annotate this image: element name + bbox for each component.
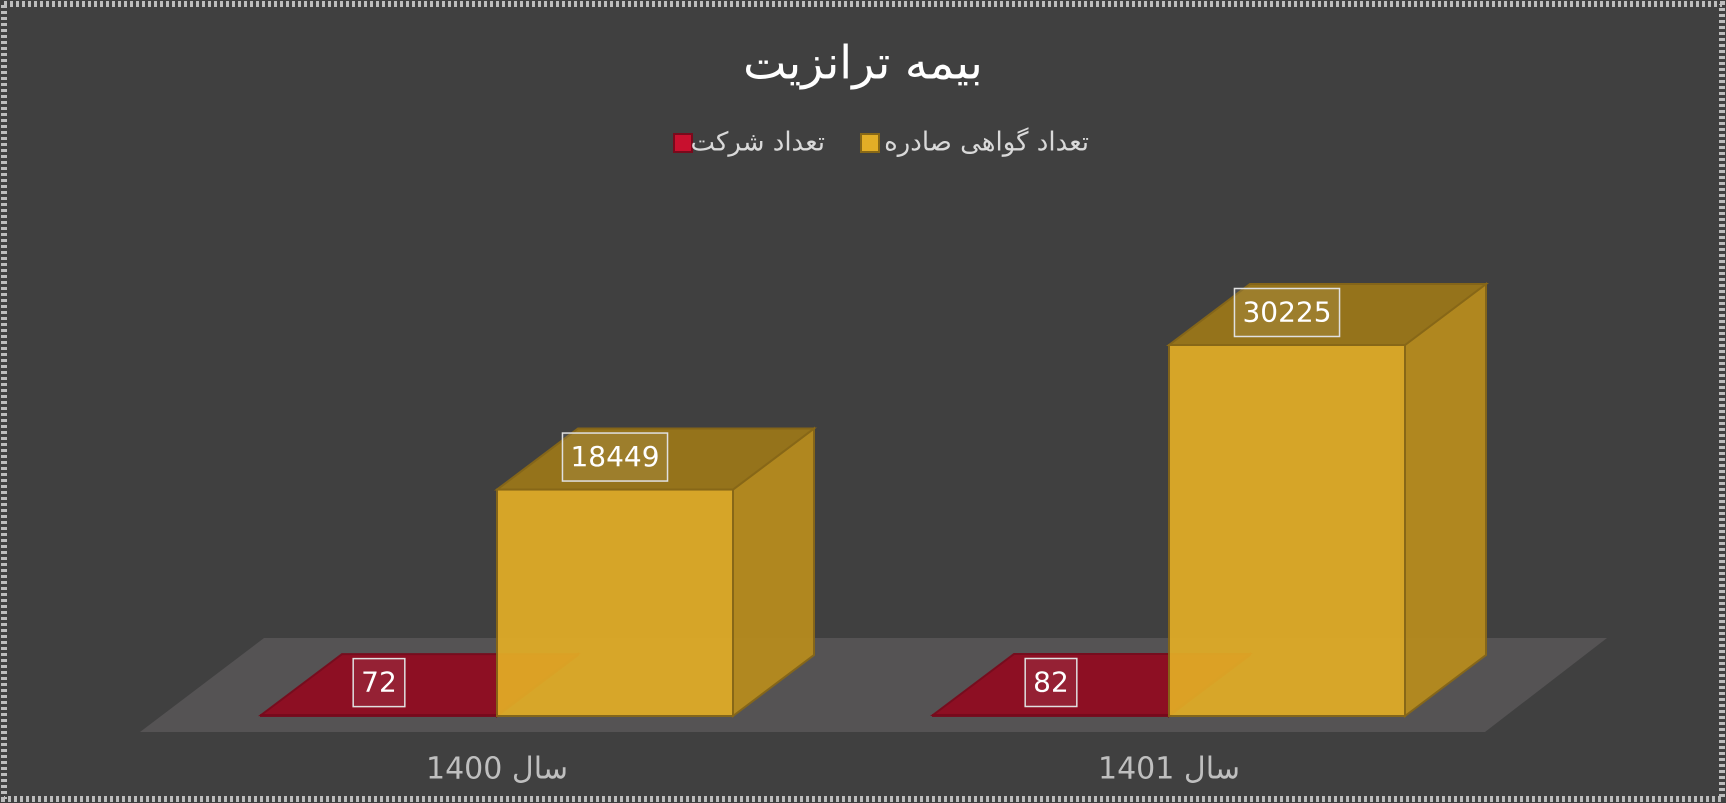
- bar: [932, 713, 1170, 717]
- legend-swatch: [673, 133, 693, 153]
- legend-label: تعداد شرکت: [690, 128, 825, 158]
- bar: [1168, 344, 1406, 717]
- data-label-box: [1233, 287, 1341, 338]
- data-label: 82: [1033, 665, 1069, 698]
- bar: [496, 488, 734, 717]
- data-label: 72: [361, 666, 397, 699]
- data-label-box: [561, 432, 669, 482]
- bar-side: [1404, 281, 1487, 719]
- data-label: 18449: [570, 440, 659, 473]
- chart-title: بیمه ترانزیت: [743, 36, 983, 91]
- data-label: 30225: [1242, 296, 1331, 329]
- x-tick-label: سال 1400: [426, 752, 568, 787]
- bar: [260, 714, 498, 717]
- legend-label: تعداد گواهی صادره: [884, 127, 1089, 158]
- data-label-box: [1024, 657, 1078, 708]
- data-label-box: [352, 657, 406, 708]
- legend-swatch: [860, 133, 880, 153]
- x-tick-label: سال 1401: [1098, 752, 1240, 787]
